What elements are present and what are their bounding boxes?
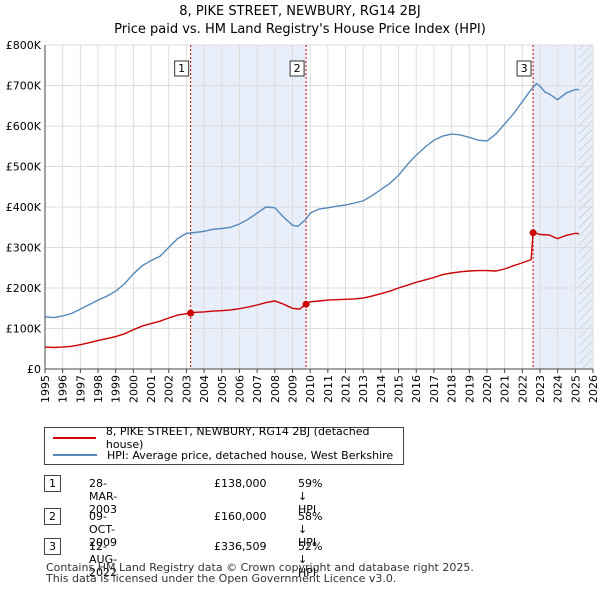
marker-label-box [174,60,190,77]
y-tick-label: £100K [6,323,42,336]
x-tick-label: 2007 [251,375,264,403]
x-tick-label: 1996 [57,375,70,403]
series-line [44,231,579,349]
sale-point [302,300,310,308]
footer-license: This data is licensed under the Open Gov… [46,572,397,585]
transaction-price: £336,509 [214,540,267,553]
x-tick-label: 2025 [569,375,582,403]
x-tick-label: 2018 [446,375,459,403]
y-tick-label: £300K [6,242,42,255]
x-tick-label: 2006 [233,375,246,403]
x-tick-label: 1995 [39,375,52,403]
transaction-hpi-diff: 59% ↓ HPI [298,477,323,516]
x-tick-label: 2001 [145,375,158,403]
x-tick-label: 2011 [322,375,335,403]
x-tick-label: 2023 [534,375,547,403]
x-tick-label: 2010 [304,375,317,403]
legend-line-red [53,437,96,439]
y-tick-label: £200K [6,282,42,295]
x-tick-label: 2016 [410,375,423,403]
chart-legend: 8, PIKE STREET, NEWBURY, RG14 2BJ (detac… [44,425,404,465]
x-tick-label: 2000 [127,375,140,403]
legend-line-blue [53,454,97,456]
x-tick-label: 1999 [110,375,123,403]
x-tick-label: 2005 [216,375,229,403]
x-tick-label: 2014 [375,375,388,403]
x-tick-label: 2020 [481,375,494,403]
transaction-hpi-diff: 58% ↓ HPI [298,510,323,549]
chart-title: 8, PIKE STREET, NEWBURY, RG14 2BJ [179,4,421,19]
transaction-price: £160,000 [214,510,267,523]
chart-subtitle: Price paid vs. HM Land Registry's House … [114,22,486,37]
y-tick-label: £700K [6,80,42,93]
x-tick-label: 2026 [587,375,600,403]
series-line [44,82,579,319]
marker-label: 3 [521,62,528,75]
transaction-number-badge: 1 [44,475,61,492]
x-tick-label: 2003 [180,375,193,403]
transaction-date: 09-OCT-2009 [89,510,117,549]
x-tick-label: 1997 [74,375,87,403]
x-tick-label: 2002 [163,375,176,403]
marker-label-box [289,60,305,77]
transaction-number-badge: 3 [44,538,61,555]
transaction-hpi-diff: 52% ↓ HPI [298,540,323,579]
x-tick-label: 2022 [516,375,529,403]
x-tick-label: 2021 [499,375,512,403]
transaction-number-badge: 2 [44,508,61,525]
x-tick-label: 2024 [552,375,565,403]
x-tick-label: 1998 [92,375,105,403]
legend-entry-hpi: HPI: Average price, detached house, West… [53,448,393,462]
footer-credits: Contains HM Land Registry data © Crown c… [46,562,474,584]
y-tick-label: £0 [27,363,41,376]
marker-label-box [516,60,532,77]
legend-label-hpi: HPI: Average price, detached house, West… [107,448,394,462]
transaction-price: £138,000 [214,477,267,490]
price-chart: 1 2 3 £0 £100K £200K £300K £400K £500K £600K £700K… [6,39,600,403]
sale-point [529,229,537,237]
x-tick-label: 2009 [286,375,299,403]
x-tick-label: 2008 [269,375,282,403]
x-tick-label: 2004 [198,375,211,403]
y-tick-label: £500K [6,161,42,174]
marker-label: 2 [294,62,301,75]
x-tick-label: 2017 [428,375,441,403]
x-tick-label: 2019 [463,375,476,403]
y-tick-label: £600K [6,120,42,133]
marker-label: 1 [178,62,185,75]
transaction-date: 28-MAR-2003 [89,477,118,516]
y-tick-label: £400K [6,201,42,214]
legend-label-property: 8, PIKE STREET, NEWBURY, RG14 2BJ (detac… [105,425,370,451]
footer-copyright: Contains HM Land Registry data © Crown c… [46,561,474,574]
x-tick-label: 2015 [393,375,406,403]
legend-entry-property: 8, PIKE STREET, NEWBURY, RG14 2BJ (detac… [53,425,403,451]
x-tick-label: 2012 [340,375,353,403]
transaction-date: 12-AUG-2022 [89,540,118,579]
y-tick-label: £800K [6,39,42,52]
x-tick-label: 2013 [357,375,370,403]
sale-point [187,309,195,317]
